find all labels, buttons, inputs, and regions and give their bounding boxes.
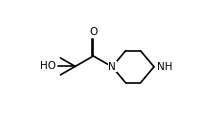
Text: HO: HO — [40, 61, 56, 71]
Text: NH: NH — [157, 62, 173, 72]
Text: N: N — [108, 62, 116, 72]
Text: O: O — [89, 27, 97, 37]
